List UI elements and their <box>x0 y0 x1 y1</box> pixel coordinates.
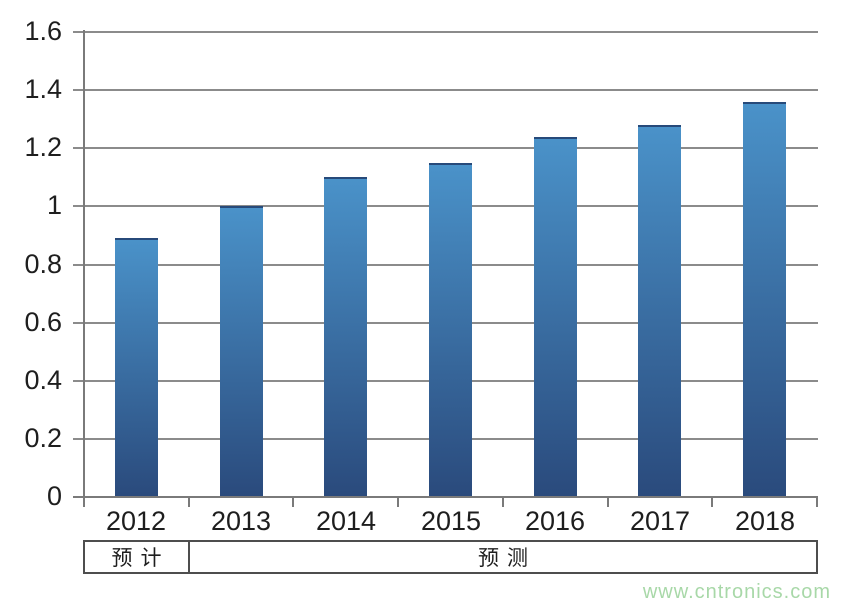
x-tick-label: 2014 <box>315 506 377 536</box>
x-tick-label: 2016 <box>524 506 586 536</box>
x-tick-label: 2017 <box>629 506 691 536</box>
bar-2016 <box>534 137 577 497</box>
bar-2012 <box>115 238 158 497</box>
x-axis-tick <box>188 497 190 507</box>
bar-2017 <box>638 125 681 497</box>
x-tick-label: 2012 <box>105 506 167 536</box>
period-table: 预计 预测 <box>83 540 818 574</box>
y-tick-label: 1.4 <box>24 74 62 105</box>
gridline <box>73 89 818 92</box>
y-tick-label: 0.2 <box>24 422 62 453</box>
gridline <box>73 147 818 150</box>
x-axis-tick <box>607 497 609 507</box>
x-tick-label: 2018 <box>734 506 796 536</box>
bar-2018 <box>743 102 786 497</box>
x-axis-tick <box>292 497 294 507</box>
period-cell-estimate: 预计 <box>85 542 190 572</box>
x-axis-tick <box>816 497 818 507</box>
y-tick-label: 0.4 <box>24 364 62 395</box>
y-tick-label: 0.8 <box>24 248 62 279</box>
y-tick-label: 0.6 <box>24 306 62 337</box>
x-axis-tick <box>502 497 504 507</box>
y-tick-label: 0 <box>46 480 62 511</box>
period-cell-forecast: 预测 <box>478 547 536 570</box>
bar-2014 <box>324 177 367 497</box>
y-tick-label: 1.6 <box>24 15 62 46</box>
y-tick-label: 1 <box>46 190 62 221</box>
x-axis-line <box>73 496 818 498</box>
x-tick-label: 2015 <box>420 506 482 536</box>
bar-2013 <box>220 206 263 497</box>
y-tick-label: 1.2 <box>24 132 62 163</box>
x-axis-tick <box>397 497 399 507</box>
watermark: www.cntronics.com <box>642 581 831 603</box>
gridline <box>73 31 818 33</box>
bar-2015 <box>429 163 472 497</box>
y-axis-line <box>83 30 85 507</box>
x-axis-tick <box>711 497 713 507</box>
x-tick-label: 2013 <box>210 506 272 536</box>
